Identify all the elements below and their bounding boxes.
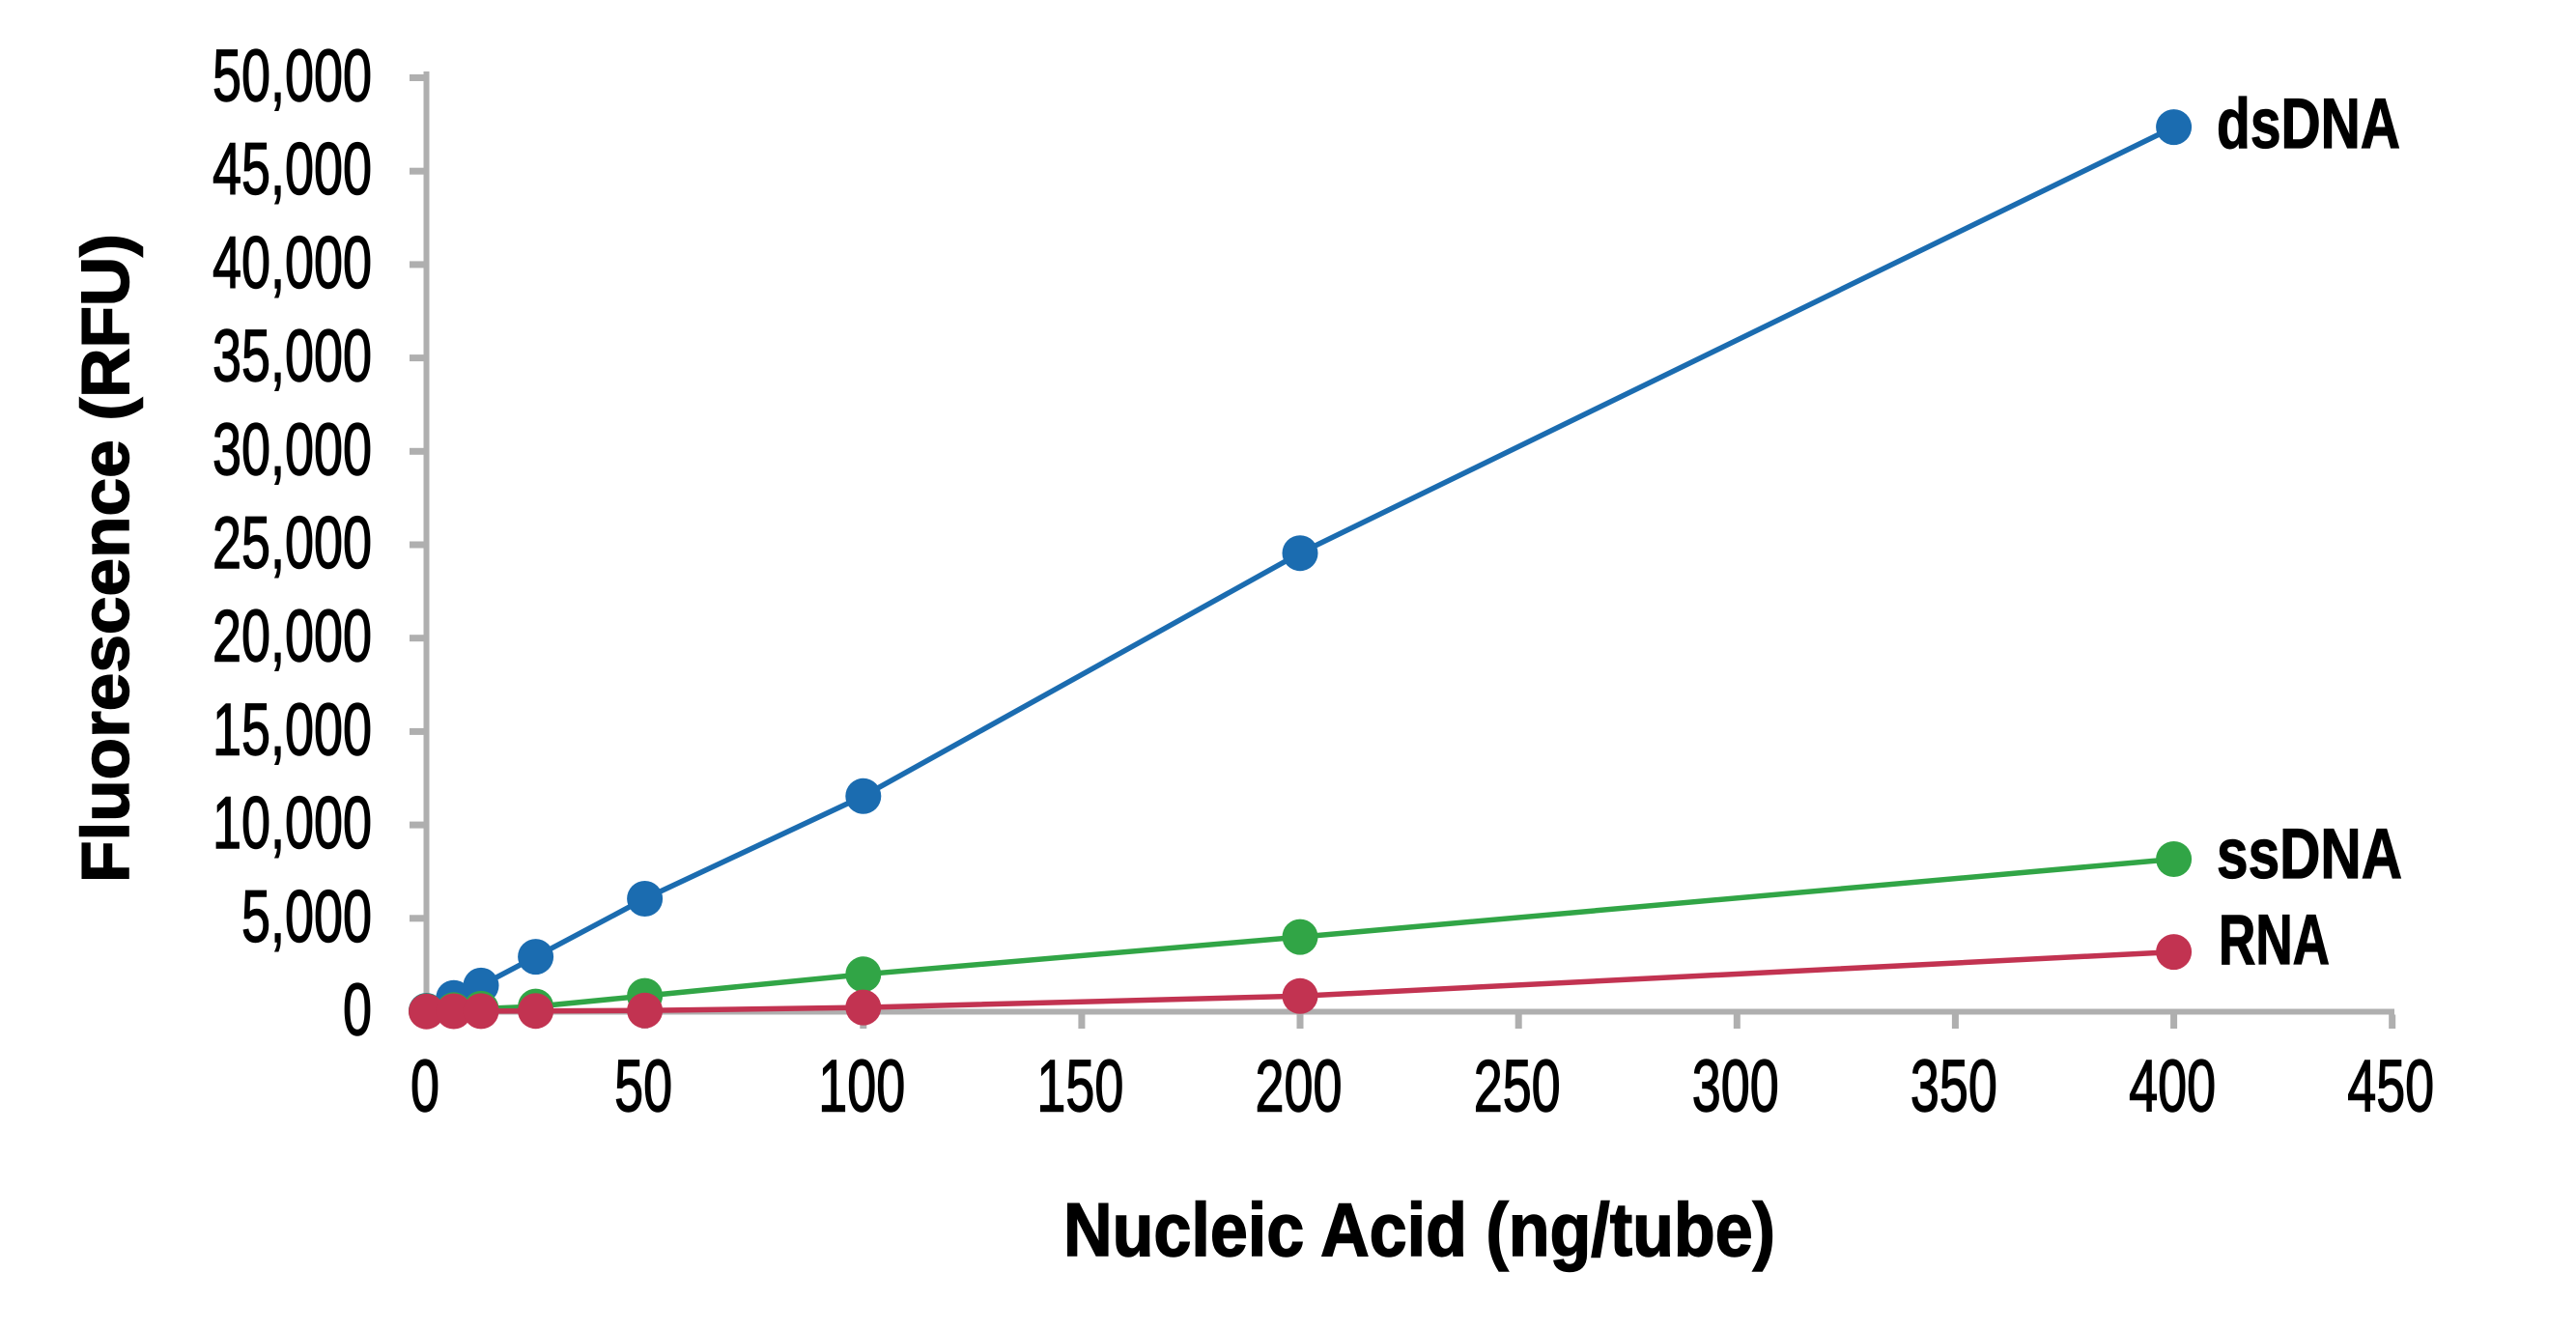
svg-text:Fluorescence (RFU): Fluorescence (RFU) xyxy=(68,234,143,883)
svg-text:25,000: 25,000 xyxy=(212,502,372,584)
svg-text:450: 450 xyxy=(2347,1046,2434,1128)
svg-text:5,000: 5,000 xyxy=(241,876,372,958)
svg-text:0: 0 xyxy=(343,970,372,1052)
svg-text:20,000: 20,000 xyxy=(212,596,372,678)
svg-text:RNA: RNA xyxy=(2219,901,2330,979)
svg-text:300: 300 xyxy=(1692,1046,1779,1128)
svg-text:45,000: 45,000 xyxy=(212,128,372,211)
svg-text:100: 100 xyxy=(818,1046,905,1128)
svg-text:15,000: 15,000 xyxy=(212,689,372,771)
svg-text:35,000: 35,000 xyxy=(212,316,372,398)
svg-text:350: 350 xyxy=(1911,1046,1997,1128)
svg-text:0: 0 xyxy=(410,1046,439,1128)
svg-text:dsDNA: dsDNA xyxy=(2217,85,2400,163)
svg-text:400: 400 xyxy=(2129,1046,2216,1128)
svg-text:ssDNA: ssDNA xyxy=(2217,815,2402,893)
svg-text:40,000: 40,000 xyxy=(212,222,372,304)
svg-text:200: 200 xyxy=(1256,1046,1343,1128)
svg-text:250: 250 xyxy=(1474,1046,1561,1128)
svg-text:50: 50 xyxy=(614,1046,672,1128)
svg-text:Nucleic Acid (ng/tube): Nucleic Acid (ng/tube) xyxy=(1063,1187,1775,1272)
svg-text:50,000: 50,000 xyxy=(212,36,372,118)
svg-text:150: 150 xyxy=(1036,1046,1123,1128)
svg-text:30,000: 30,000 xyxy=(212,409,372,491)
svg-text:10,000: 10,000 xyxy=(212,782,372,864)
